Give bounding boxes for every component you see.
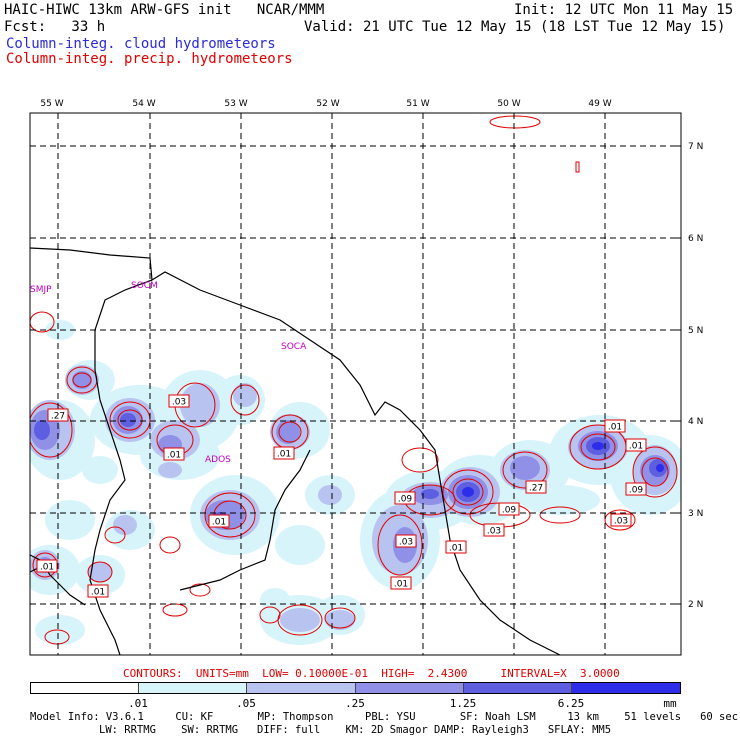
lon-label: 51 W xyxy=(406,99,429,109)
contour-label-text: .01 xyxy=(394,580,408,590)
contour-label-box xyxy=(390,576,412,590)
forecast-hour: Fcst: 33 h xyxy=(4,19,106,35)
station-soca: SOCA xyxy=(281,342,307,352)
precip-contours xyxy=(30,115,678,645)
cloud-field-label: Column-integ. cloud hydrometeors xyxy=(6,36,276,52)
contour-label-box xyxy=(483,523,505,537)
colorbar-label: 1.25 xyxy=(449,697,477,710)
contour-label-box xyxy=(47,408,69,422)
lat-label: 4 N xyxy=(688,417,703,427)
contour-label-text: .01 xyxy=(91,588,105,598)
contour-label-box xyxy=(208,514,230,528)
lat-label: 3 N xyxy=(688,509,703,519)
lat-label: 5 N xyxy=(688,326,703,336)
precip-field-label: Column-integ. precip. hydrometeors xyxy=(6,51,293,67)
contour-label-text: .09 xyxy=(398,495,413,505)
contour-label-box xyxy=(395,534,417,548)
contour-label-text: .03 xyxy=(399,538,413,548)
colorbar-bin xyxy=(139,683,247,693)
colorbar-units: mm xyxy=(663,697,677,710)
frame-ticks xyxy=(57,113,681,605)
contours-info: CONTOURS: UNITS=mm LOW= 0.10000E-01 HIGH… xyxy=(123,667,620,680)
lon-label: 50 W xyxy=(497,99,520,109)
contour-label-text: .09 xyxy=(502,506,517,516)
contour-label-text: .09 xyxy=(629,486,644,496)
station-labels: SMJP SOCM SOCA ADOS xyxy=(30,281,307,465)
lon-label: 55 W xyxy=(40,99,63,109)
contour-label-box xyxy=(498,502,520,516)
contour-label-text: .01 xyxy=(167,451,181,461)
station-smjp: SMJP xyxy=(30,285,52,295)
lon-labels: 55 W 54 W 53 W 52 W 51 W 50 W 49 W xyxy=(40,99,611,109)
contour-label-box xyxy=(445,540,467,554)
contour-label-text: .27 xyxy=(529,484,543,494)
cloud-shading-darkest xyxy=(462,442,664,497)
station-ados: ADOS xyxy=(205,455,231,465)
map-background xyxy=(30,113,681,655)
colorbar-label: .01 xyxy=(128,697,148,710)
lat-label: 2 N xyxy=(688,600,703,610)
contour-label-box xyxy=(87,584,109,598)
contour-label-box xyxy=(36,559,58,573)
lon-label: 54 W xyxy=(132,99,155,109)
contour-label-text: .01 xyxy=(608,423,622,433)
colorbar-label: 6.25 xyxy=(557,697,585,710)
contour-label-text: .01 xyxy=(277,450,291,460)
colorbar-bin xyxy=(356,683,464,693)
contour-label-box xyxy=(525,480,547,494)
contour-label-box xyxy=(273,446,295,460)
lon-label: 53 W xyxy=(224,99,247,109)
contour-label-box xyxy=(168,394,190,408)
contour-label-text: .01 xyxy=(449,544,463,554)
colorbar-label: .25 xyxy=(345,697,365,710)
contour-label-box xyxy=(625,482,647,496)
contour-label-text: .03 xyxy=(614,517,628,527)
contour-label-box xyxy=(604,419,626,433)
colorbar-bin xyxy=(31,683,139,693)
model-title: HAIC-HIWC 13km ARW-GFS init NCAR/MMM xyxy=(4,2,325,18)
contour-label-box xyxy=(163,447,185,461)
colorbar-bin xyxy=(572,683,680,693)
contour-label-text: .01 xyxy=(40,563,54,573)
contour-label-box xyxy=(610,513,632,527)
contour-value-labels: .27 .03 .01 .01 .01 .09 .27 .09 .03 .01 .03 .01 .01.… xyxy=(36,394,647,598)
lon-label: 49 W xyxy=(588,99,611,109)
lat-lon-grid xyxy=(30,113,681,655)
model-info-line2: LW: RRTMG SW: RRTMG DIFF: full KM: 2D Sm… xyxy=(99,724,612,736)
contour-label-box xyxy=(394,491,416,505)
contour-label-box xyxy=(625,438,647,452)
model-info-line1: Model Info: V3.6.1 CU: KF MP: Thompson P… xyxy=(30,711,739,723)
contour-label-text: .01 xyxy=(212,518,226,528)
init-time: Init: 12 UTC Mon 11 May 15 xyxy=(514,2,734,18)
lon-label: 52 W xyxy=(316,99,339,109)
lat-labels: 7 N 6 N 5 N 4 N 3 N 2 N xyxy=(688,142,703,610)
colorbar xyxy=(30,682,681,694)
map-frame xyxy=(29,112,682,656)
station-socm: SOCM xyxy=(131,281,158,291)
lat-label: 7 N xyxy=(688,142,703,152)
colorbar-bin xyxy=(247,683,356,693)
colorbar-bin xyxy=(464,683,572,693)
colorbar-label: .05 xyxy=(236,697,256,710)
contour-label-text: .01 xyxy=(629,442,643,452)
contour-label-text: .27 xyxy=(51,412,65,422)
contour-label-text: .03 xyxy=(487,527,501,537)
lat-label: 6 N xyxy=(688,234,703,244)
valid-time: Valid: 21 UTC Tue 12 May 15 (18 LST Tue … xyxy=(304,19,726,35)
contour-label-text: .03 xyxy=(172,398,186,408)
